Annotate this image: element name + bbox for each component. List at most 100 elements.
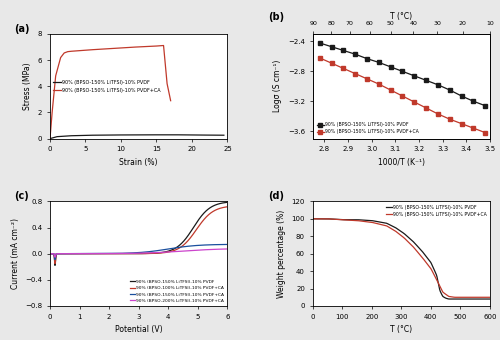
90% (BPSO-150% LiTFSI)-10% PVDF [340,48,346,52]
90% (BPSO-150% LiTFSI)-10% PVDF+CA [470,126,476,130]
90% (BPSO-100% LiTFSI)-10% PVDF+CA [56,252,62,256]
Line: 90% (BPSO-150% LiTFSI)-10% PVDF: 90% (BPSO-150% LiTFSI)-10% PVDF [50,202,228,266]
90% (BPSO-150% LiTFSI)-10% PVDF+CA [49,110,55,115]
90% (BPSO-150% LiTFSI)-10% PVDF [134,252,140,256]
X-axis label: T (°C): T (°C) [390,325,412,334]
90% (BPSO-150% LiTFSI)-10% PVDF+CA [333,217,339,221]
90% (BPSO-150% LiTFSI)-10% PVDF [364,57,370,61]
90% (BPSO-150% LiTFSI)-10% PVDF [47,252,53,256]
90% (BPSO-100% LiTFSI)-10% PVDF+CA [52,261,58,266]
Line: 90% (BPSO-150% LiTFSI)-10% PVDF+CA: 90% (BPSO-150% LiTFSI)-10% PVDF+CA [50,46,170,139]
90% (BPSO-150% LiTFSI)-10% PVDF [470,99,476,103]
Text: (a): (a) [14,24,30,34]
90% (BPSO-150% LiTFSI)-10% PVDF [448,297,454,301]
90% (BPSO-150% LiTFSI)-10% PVDF [412,74,418,78]
90% (BPSO-150% LiTFSI)-10% PVDF+CA [412,100,418,104]
90% (BPSO-150% LiTFSI)-10% PVDF [403,233,409,237]
90% (BPSO-150% LiTFSI)-10% PVDF [220,201,226,205]
X-axis label: 1000/T (K⁻¹): 1000/T (K⁻¹) [378,158,425,167]
Text: (b): (b) [268,12,284,22]
90% (BPSO-150% LiTFSI)-10% PVDF+CA [352,71,358,75]
90% (BPSO-150% LiTFSI)-10% PVDF+CA [388,88,394,92]
90% (BPSO-150% LiTFSI)-10% PVDF+CA [400,94,406,98]
90% (BPSO-150% LiTFSI)-10% PVDF [90,133,96,137]
90% (BPSO-200% LiTFSI)-10% PVDF+CA [56,252,62,256]
90% (BPSO-150% LiTFSI)-10% PVDF [154,133,160,137]
90% (BPSO-150% LiTFSI)-10% PVDF+CA [403,237,409,241]
90% (BPSO-150% LiTFSI)-10% PVDF [352,52,358,56]
90% (BPSO-150% LiTFSI)-10% PVDF+CA [482,131,488,135]
90% (BPSO-150% LiTFSI)-10% PVDF [435,83,441,87]
90% (BPSO-200% LiTFSI)-10% PVDF+CA [47,252,53,256]
90% (BPSO-150% LiTFSI)-10% PVDF [68,134,74,138]
90% (BPSO-150% LiTFSI)-10% PVDF+CA [435,112,441,116]
Line: 90% (BPSO-150% LiTFSI)-10% PVDF+CA: 90% (BPSO-150% LiTFSI)-10% PVDF+CA [312,219,490,297]
90% (BPSO-150% LiTFSI)-10% PVDF+CA [310,217,316,221]
90% (BPSO-100% LiTFSI)-10% PVDF+CA [224,205,230,209]
90% (BPSO-150% LiTFSI)-10% PVDF+CA [187,244,193,248]
90% (BPSO-150% LiTFSI)-10% PVDF+CA [111,46,117,50]
90% (BPSO-100% LiTFSI)-10% PVDF+CA [134,252,140,256]
90% (BPSO-150% LiTFSI)-10% PVDF [224,200,230,204]
90% (BPSO-150% LiTFSI)-10% PVDF [458,94,464,98]
90% (BPSO-150% LiTFSI)-10% PVDF [328,45,334,49]
90% (BPSO-150% LiTFSI)-10% PVDF+CA [406,241,412,245]
90% (BPSO-150% LiTFSI)-10% PVDF [187,231,193,235]
90% (BPSO-150% LiTFSI)-10% PVDF+CA [340,218,345,222]
90% (BPSO-200% LiTFSI)-10% PVDF+CA [134,251,140,255]
Line: 90% (BPSO-200% LiTFSI)-10% PVDF+CA: 90% (BPSO-200% LiTFSI)-10% PVDF+CA [50,249,228,257]
90% (BPSO-150% LiTFSI)-10% PVDF [52,264,58,268]
90% (BPSO-150% LiTFSI)-10% PVDF+CA [340,66,346,70]
90% (BPSO-150% LiTFSI)-10% PVDF+CA [64,50,70,54]
90% (BPSO-150% LiTFSI)-10% PVDF+CA [134,251,140,255]
90% (BPSO-150% LiTFSI)-10% PVDF [56,252,62,256]
90% (BPSO-150% LiTFSI)-10% PVDF+CA [76,49,82,53]
90% (BPSO-150% LiTFSI)-10% PVDF [203,133,209,137]
90% (BPSO-150% LiTFSI)-10% PVDF+CA [132,45,138,49]
90% (BPSO-150% LiTFSI)-10% PVDF [340,218,345,222]
Text: (d): (d) [268,191,284,201]
90% (BPSO-150% LiTFSI)-10% PVDF+CA [487,295,493,299]
90% (BPSO-150% LiTFSI)-10% PVDF [388,65,394,69]
90% (BPSO-150% LiTFSI)-10% PVDF+CA [52,257,58,261]
Line: 90% (BPSO-100% LiTFSI)-10% PVDF+CA: 90% (BPSO-100% LiTFSI)-10% PVDF+CA [50,207,228,264]
Legend: 90% (BPSO-150% LiTFSI)-10% PVDF, 90% (BPSO-150% LiTFSI)-10% PVDF+CA: 90% (BPSO-150% LiTFSI)-10% PVDF, 90% (BP… [385,204,488,218]
Legend: 90% (BPSO-150% LiTFSI)-10% PVDF, 90% (BPSO-100% LiTFSI)-10% PVDF+CA, 90% (BPSO-1: 90% (BPSO-150% LiTFSI)-10% PVDF, 90% (BP… [129,279,225,304]
90% (BPSO-150% LiTFSI)-10% PVDF+CA [458,122,464,126]
90% (BPSO-150% LiTFSI)-10% PVDF+CA [370,220,376,224]
90% (BPSO-150% LiTFSI)-10% PVDF+CA [58,55,64,59]
90% (BPSO-150% LiTFSI)-10% PVDF+CA [220,242,226,246]
90% (BPSO-150% LiTFSI)-10% PVDF+CA [47,252,53,256]
Line: 90% (BPSO-150% LiTFSI)-10% PVDF: 90% (BPSO-150% LiTFSI)-10% PVDF [312,219,490,299]
X-axis label: Potential (V): Potential (V) [115,325,162,334]
90% (BPSO-150% LiTFSI)-10% PVDF+CA [61,51,67,55]
90% (BPSO-150% LiTFSI)-10% PVDF+CA [423,106,429,110]
90% (BPSO-150% LiTFSI)-10% PVDF [423,78,429,82]
90% (BPSO-150% LiTFSI)-10% PVDF [333,217,339,221]
X-axis label: T (°C): T (°C) [390,12,412,21]
90% (BPSO-100% LiTFSI)-10% PVDF+CA [220,206,226,210]
90% (BPSO-150% LiTFSI)-10% PVDF [487,297,493,301]
Y-axis label: Current (mA cm⁻²): Current (mA cm⁻²) [10,218,20,289]
90% (BPSO-200% LiTFSI)-10% PVDF+CA [52,255,58,259]
90% (BPSO-150% LiTFSI)-10% PVDF+CA [386,225,392,230]
90% (BPSO-150% LiTFSI)-10% PVDF [376,61,382,65]
90% (BPSO-150% LiTFSI)-10% PVDF+CA [220,242,226,246]
90% (BPSO-150% LiTFSI)-10% PVDF [370,219,376,223]
90% (BPSO-150% LiTFSI)-10% PVDF+CA [68,49,74,53]
90% (BPSO-150% LiTFSI)-10% PVDF [386,223,392,227]
Line: 90% (BPSO-150% LiTFSI)-10% PVDF: 90% (BPSO-150% LiTFSI)-10% PVDF [318,41,487,107]
90% (BPSO-150% LiTFSI)-10% PVDF [47,137,53,141]
90% (BPSO-150% LiTFSI)-10% PVDF+CA [90,48,96,52]
90% (BPSO-150% LiTFSI)-10% PVDF+CA [364,77,370,81]
90% (BPSO-150% LiTFSI)-10% PVDF+CA [154,44,160,48]
Legend: 90% (BPSO-150% LiTFSI)-10% PVDF, 90% (BPSO-150% LiTFSI)-10% PVDF+CA: 90% (BPSO-150% LiTFSI)-10% PVDF, 90% (BP… [52,79,162,94]
90% (BPSO-150% LiTFSI)-10% PVDF+CA [52,74,59,78]
90% (BPSO-100% LiTFSI)-10% PVDF+CA [47,252,53,256]
90% (BPSO-150% LiTFSI)-10% PVDF [316,41,322,45]
X-axis label: Strain (%): Strain (%) [120,158,158,167]
90% (BPSO-150% LiTFSI)-10% PVDF [482,104,488,108]
90% (BPSO-150% LiTFSI)-10% PVDF [54,135,60,139]
90% (BPSO-150% LiTFSI)-10% PVDF+CA [224,242,230,246]
90% (BPSO-150% LiTFSI)-10% PVDF+CA [328,61,334,65]
